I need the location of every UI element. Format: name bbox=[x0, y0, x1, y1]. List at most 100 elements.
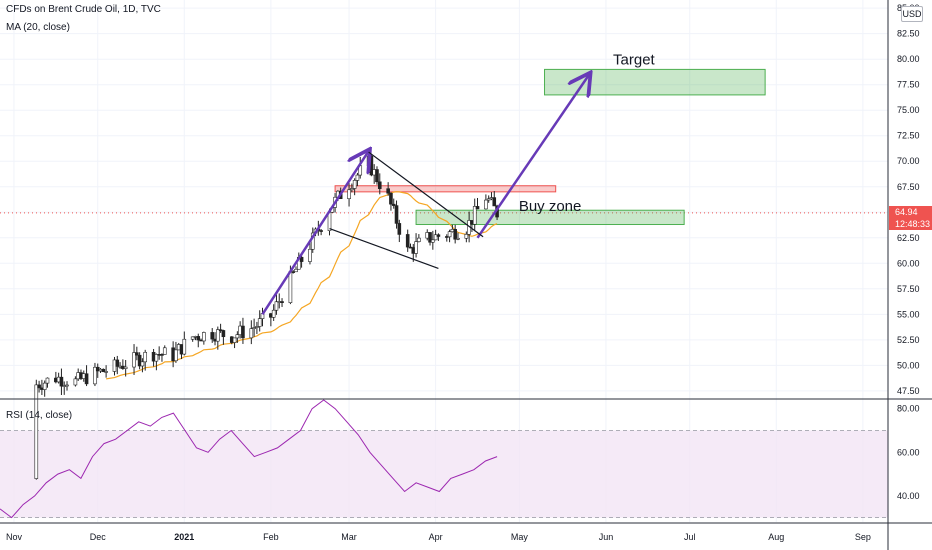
candle-body bbox=[417, 237, 421, 242]
time-tick-label: Feb bbox=[263, 532, 279, 542]
candle-body bbox=[143, 351, 148, 363]
price-tick-label: 67.50 bbox=[897, 182, 920, 192]
candle-body bbox=[355, 174, 360, 181]
candle-body bbox=[389, 192, 393, 205]
time-tick-label: Jul bbox=[684, 532, 696, 542]
resistance-zone bbox=[334, 185, 557, 193]
time-tick-label: 2021 bbox=[174, 532, 194, 542]
price-tick-label: 72.50 bbox=[897, 131, 920, 141]
price-tick-label: 60.00 bbox=[897, 258, 920, 268]
buy-zone bbox=[415, 209, 685, 226]
candle-body bbox=[255, 326, 259, 328]
candle-body bbox=[464, 233, 469, 239]
candle-body bbox=[377, 181, 382, 189]
candle-body bbox=[249, 328, 254, 339]
candle-body bbox=[386, 188, 390, 194]
candle-body bbox=[101, 368, 106, 372]
candle-body bbox=[433, 234, 438, 241]
candle-body bbox=[37, 384, 41, 389]
candle-body bbox=[308, 248, 312, 262]
rsi-legend: RSI (14, close) bbox=[6, 410, 73, 421]
candle-body bbox=[154, 354, 159, 362]
candle-body bbox=[456, 238, 460, 240]
candle-body bbox=[291, 271, 296, 273]
candle-body bbox=[394, 205, 399, 224]
price-tick-label: 82.50 bbox=[897, 29, 920, 39]
time-tick-label: Mar bbox=[341, 532, 357, 542]
last-price-countdown: 12:48:33 bbox=[895, 219, 931, 229]
candle-body bbox=[160, 354, 164, 356]
rsi-layer bbox=[0, 399, 498, 519]
price-tick-label: 50.00 bbox=[897, 360, 920, 370]
candle-body bbox=[174, 349, 178, 362]
candle-body bbox=[280, 301, 284, 303]
candle-body bbox=[162, 347, 167, 355]
price-tick-label: 52.50 bbox=[897, 335, 920, 345]
trendline-drawings bbox=[261, 74, 590, 315]
candle-body bbox=[210, 332, 215, 340]
candle-body bbox=[182, 338, 187, 355]
rsi-tick-label: 40.00 bbox=[897, 491, 920, 501]
ma-legend: MA (20, close) bbox=[6, 22, 70, 33]
chart-title: CFDs on Brent Crude Oil, 1D, TVC bbox=[6, 4, 161, 15]
candle-body bbox=[428, 232, 432, 243]
candle-body bbox=[252, 327, 256, 329]
candle-body bbox=[257, 318, 262, 327]
candle-body bbox=[492, 197, 497, 207]
time-tick-label: Nov bbox=[6, 532, 23, 542]
resistance-trendline bbox=[368, 151, 484, 238]
candle-body bbox=[45, 377, 50, 384]
candle-body bbox=[232, 337, 237, 343]
candle-body bbox=[319, 230, 323, 232]
currency-button[interactable]: USD bbox=[901, 6, 923, 22]
candle-body bbox=[84, 373, 89, 385]
candle-body bbox=[190, 336, 195, 340]
candle-body bbox=[42, 382, 47, 390]
price-tick-label: 70.00 bbox=[897, 156, 920, 166]
last-price-value: 64.94 bbox=[895, 207, 918, 217]
target-label: Target bbox=[613, 51, 656, 68]
candle-body bbox=[405, 234, 410, 248]
candle-body bbox=[299, 256, 304, 262]
rsi-tick-label: 60.00 bbox=[897, 447, 920, 457]
price-tick-label: 62.50 bbox=[897, 233, 920, 243]
candle-body bbox=[132, 352, 136, 368]
candle-body bbox=[135, 352, 139, 356]
candle-body bbox=[196, 336, 201, 341]
candle-body bbox=[59, 376, 64, 387]
support-trendline bbox=[329, 228, 439, 269]
candle-body bbox=[73, 378, 78, 386]
time-tick-label: Dec bbox=[90, 532, 107, 542]
price-tick-label: 77.50 bbox=[897, 80, 920, 90]
candle-body bbox=[453, 229, 457, 240]
candle-body bbox=[123, 366, 128, 369]
candle-body bbox=[115, 359, 120, 367]
rsi-band bbox=[0, 430, 888, 519]
candle-body bbox=[34, 384, 39, 479]
candle-body bbox=[347, 189, 351, 200]
zones-layer: Target Buy zone bbox=[334, 51, 766, 226]
impulse-arrow bbox=[261, 151, 368, 315]
candle-body bbox=[414, 241, 418, 254]
price-tick-label: 75.00 bbox=[897, 105, 920, 115]
candles-layer bbox=[34, 148, 499, 480]
candle-body bbox=[352, 180, 357, 189]
candle-body bbox=[397, 223, 402, 235]
price-tick-label: 80.00 bbox=[897, 54, 920, 64]
candle-body bbox=[93, 366, 97, 385]
candle-body bbox=[221, 330, 226, 338]
candle-body bbox=[202, 332, 206, 342]
candle-body bbox=[294, 268, 298, 273]
rsi-tick-label: 80.00 bbox=[897, 404, 920, 414]
candle-body bbox=[436, 234, 441, 237]
candle-body bbox=[288, 271, 293, 303]
time-tick-label: May bbox=[511, 532, 529, 542]
candle-body bbox=[472, 206, 477, 225]
candle-body bbox=[350, 188, 354, 191]
candle-body bbox=[475, 206, 480, 210]
time-tick-label: Apr bbox=[429, 532, 443, 542]
projection-arrow bbox=[476, 74, 590, 239]
time-tick-label: Jun bbox=[599, 532, 614, 542]
rsi-line bbox=[0, 399, 498, 519]
